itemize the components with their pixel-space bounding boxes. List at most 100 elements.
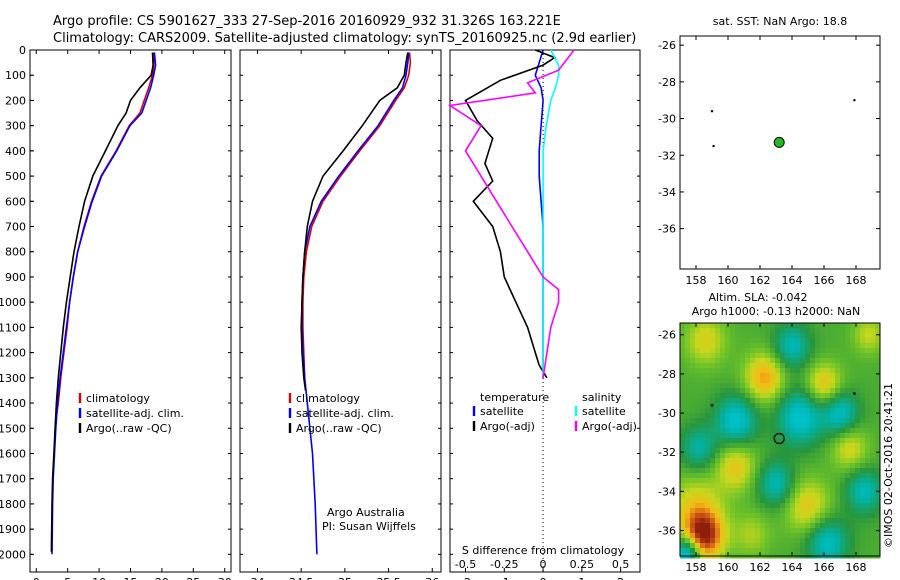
sla-heatmap-cell <box>825 418 831 424</box>
sla-heatmap-cell <box>710 418 716 424</box>
sla-heatmap-cell <box>755 473 761 479</box>
sla-heatmap-cell <box>745 523 751 529</box>
depth-tick-label: 1900 <box>0 523 26 536</box>
sla-heatmap-cell <box>790 423 796 429</box>
sla-heatmap-cell <box>735 383 741 389</box>
sla-heatmap-cell <box>735 493 741 499</box>
sla-heatmap-cell <box>815 533 821 539</box>
sla-heatmap-cell <box>815 523 821 529</box>
sla-heatmap-cell <box>790 418 796 424</box>
sla-heatmap-cell <box>810 508 816 514</box>
sla-heatmap-cell <box>830 438 836 444</box>
sla-heatmap-cell <box>835 323 841 329</box>
sla-heatmap-cell <box>700 403 706 409</box>
sla-heatmap-cell <box>765 458 771 464</box>
sla-heatmap-cell <box>800 448 806 454</box>
sla-heatmap-cell <box>740 478 746 484</box>
sla-heatmap-cell <box>865 473 871 479</box>
sla-heatmap-cell <box>690 538 696 544</box>
sla-heatmap-cell <box>840 343 846 349</box>
sla-heatmap-cell <box>845 378 851 384</box>
sla-heatmap-cell <box>865 543 871 549</box>
depth-tick-label: 900 <box>5 271 26 284</box>
sla-heatmap-cell <box>800 443 806 449</box>
sla-heatmap-cell <box>685 393 691 399</box>
sst_map-ytick-label: -32 <box>658 149 676 162</box>
sla-heatmap-cell <box>805 538 811 544</box>
sla-heatmap-cell <box>870 383 876 389</box>
sla-heatmap-cell <box>730 453 736 459</box>
sla-heatmap-cell <box>750 373 756 379</box>
sla-heatmap-cell <box>815 343 821 349</box>
sla-heatmap-cell <box>700 493 706 499</box>
sla-heatmap-cell <box>755 398 761 404</box>
sla-heatmap-cell <box>875 383 881 389</box>
sla-heatmap-cell <box>705 333 711 339</box>
sla-heatmap-cell <box>720 398 726 404</box>
sla-heatmap-cell <box>685 513 691 519</box>
sla-heatmap-cell <box>755 513 761 519</box>
sla-heatmap-cell <box>730 348 736 354</box>
sla-heatmap-cell <box>795 518 801 524</box>
sst_map-ytick-label: -28 <box>658 76 676 89</box>
sla-heatmap-cell <box>690 323 696 329</box>
sla-heatmap-cell <box>720 543 726 549</box>
sla-heatmap-cell <box>870 403 876 409</box>
sla-heatmap-cell <box>875 498 881 504</box>
sla-heatmap-cell <box>850 508 856 514</box>
sla-heatmap-cell <box>720 438 726 444</box>
sla-heatmap-cell <box>805 503 811 509</box>
sla-heatmap-cell <box>690 373 696 379</box>
header-line2: Climatology: CARS2009. Satellite-adjuste… <box>53 31 636 46</box>
sla-heatmap-cell <box>780 473 786 479</box>
sla-heatmap-cell <box>705 383 711 389</box>
sla-heatmap-cell <box>695 328 701 334</box>
sla-heatmap-cell <box>815 428 821 434</box>
sla-heatmap-cell <box>715 448 721 454</box>
sla-heatmap-cell <box>730 373 736 379</box>
sla-heatmap-cell <box>835 468 841 474</box>
sla-heatmap-cell <box>820 408 826 414</box>
sla-heatmap-cell <box>685 383 691 389</box>
sla-heatmap-cell <box>690 348 696 354</box>
sla-heatmap-cell <box>715 373 721 379</box>
sla-heatmap-cell <box>815 448 821 454</box>
sla-heatmap-cell <box>710 373 716 379</box>
sla-heatmap-cell <box>745 533 751 539</box>
sla-heatmap-cell <box>830 533 836 539</box>
sla-heatmap-cell <box>800 428 806 434</box>
sla-heatmap-cell <box>765 323 771 329</box>
sla-heatmap-cell <box>775 428 781 434</box>
sla-heatmap-cell <box>745 443 751 449</box>
sla-heatmap-cell <box>790 413 796 419</box>
sla-heatmap-cell <box>870 348 876 354</box>
sla-heatmap-cell <box>785 358 791 364</box>
sla-heatmap-cell <box>720 478 726 484</box>
sla-heatmap-cell <box>710 493 716 499</box>
sla-heatmap-cell <box>830 408 836 414</box>
sla-heatmap-cell <box>855 378 861 384</box>
sla-heatmap-cell <box>845 518 851 524</box>
sla-heatmap-cell <box>685 473 691 479</box>
sla-heatmap-cell <box>845 483 851 489</box>
sla-heatmap-cell <box>870 538 876 544</box>
sla-heatmap-cell <box>710 413 716 419</box>
sla-heatmap-cell <box>810 538 816 544</box>
sla-heatmap-cell <box>705 523 711 529</box>
sla-heatmap-cell <box>845 438 851 444</box>
sla-heatmap-cell <box>835 548 841 554</box>
sla-heatmap-cell <box>865 438 871 444</box>
sla-heatmap-cell <box>770 403 776 409</box>
sla-heatmap-cell <box>740 528 746 534</box>
sla-heatmap-cell <box>730 333 736 339</box>
sla-heatmap-cell <box>800 368 806 374</box>
sla-heatmap-cell <box>780 363 786 369</box>
sla-heatmap-cell <box>875 473 881 479</box>
sla-heatmap-cell <box>845 323 851 329</box>
sla-heatmap-cell <box>735 498 741 504</box>
sla-heatmap-cell <box>800 478 806 484</box>
sla-heatmap-cell <box>865 478 871 484</box>
sla-heatmap-cell <box>780 518 786 524</box>
sla-heatmap-cell <box>725 413 731 419</box>
sla-heatmap-cell <box>690 328 696 334</box>
